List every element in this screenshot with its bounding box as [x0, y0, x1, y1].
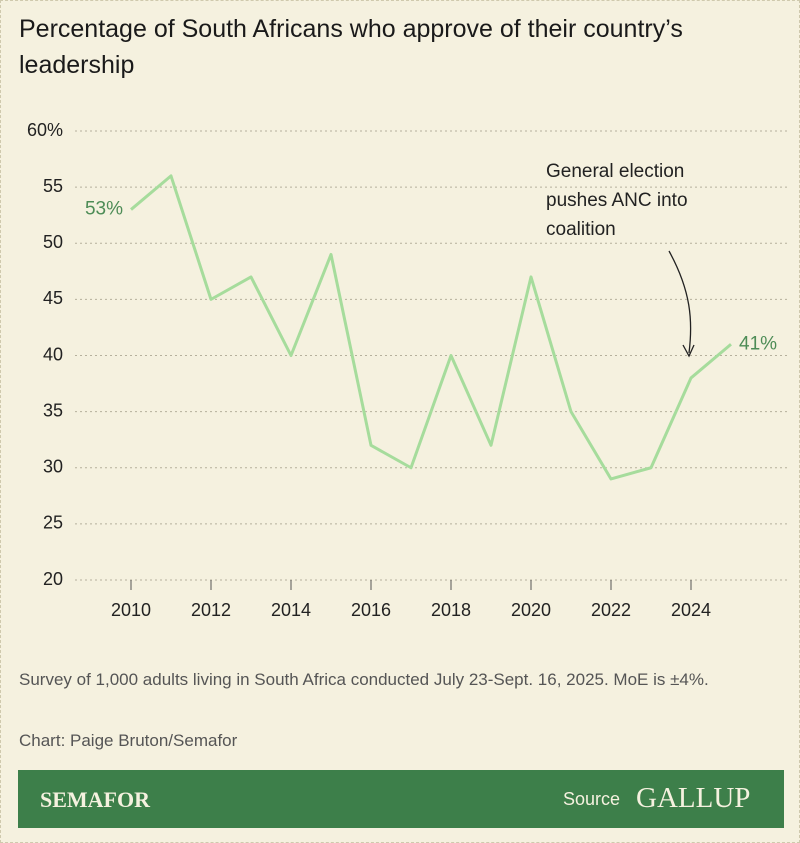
chart-title: Percentage of South Africans who approve…: [19, 15, 683, 79]
source-label: Source: [563, 789, 621, 809]
annotation-arrowhead: [682, 344, 695, 358]
y-tick-label: 30: [43, 457, 63, 477]
x-tick-label: 2018: [431, 600, 471, 620]
y-tick-label: 50: [43, 232, 63, 252]
x-tick-label: 2022: [591, 600, 631, 620]
y-tick-label: 35: [43, 400, 63, 420]
footer-band: SEMAFOR Source GALLUP: [18, 770, 784, 828]
x-tick-label: 2010: [111, 600, 151, 620]
x-tick-label: 2020: [511, 600, 551, 620]
y-tick-label: 40: [43, 344, 63, 364]
y-tick-label: 45: [43, 288, 63, 308]
brand: SEMAFOR: [40, 787, 150, 812]
annotation-arrow: [668, 250, 692, 354]
value-label: 41%: [739, 333, 777, 354]
x-tick-label: 2012: [191, 600, 231, 620]
note: Survey of 1,000 adults living in South A…: [19, 670, 709, 689]
y-tick-label: 60%: [27, 120, 63, 140]
y-tick-label: 25: [43, 513, 63, 533]
x-tick-label: 2016: [351, 600, 391, 620]
line: [130, 174, 732, 481]
annotation: General election pushes ANC into coaliti…: [546, 161, 688, 240]
credit: Chart: Paige Bruton/Semafor: [19, 731, 238, 750]
x-tick-label: 2014: [271, 600, 311, 620]
source: GALLUP: [636, 782, 751, 814]
value-label: 53%: [85, 199, 123, 220]
x-tick-label: 2024: [671, 600, 711, 620]
y-tick-label: 55: [43, 176, 63, 196]
y-tick-label: 20: [43, 569, 63, 589]
